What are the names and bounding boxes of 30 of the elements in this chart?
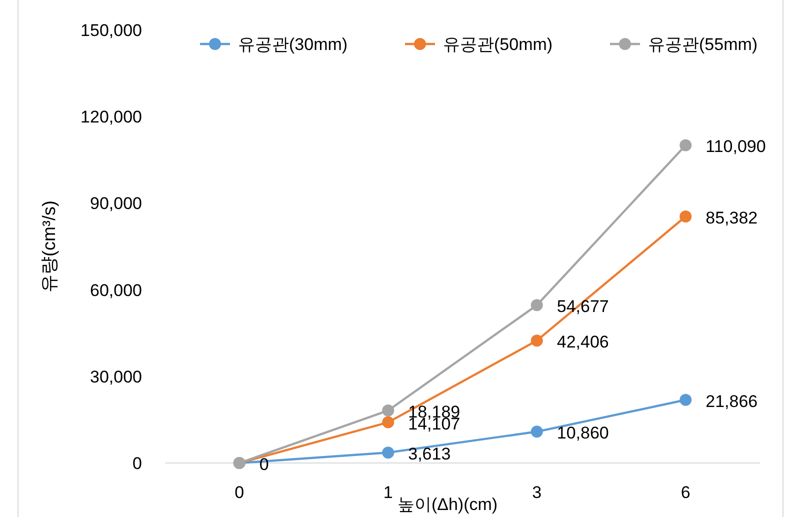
- x-tick-label: 3: [532, 483, 542, 502]
- x-tick-label: 6: [680, 483, 690, 502]
- y-tick-label: 60,000: [90, 280, 142, 300]
- point: [680, 210, 692, 223]
- point: [382, 404, 394, 416]
- point: [382, 446, 394, 459]
- legend-label: 유공관(30mm): [238, 34, 348, 54]
- data-label: 3,613: [408, 444, 451, 464]
- point: [680, 394, 692, 406]
- y-tick-label: 0: [132, 454, 142, 473]
- legend-label: 유공관(50mm): [443, 34, 553, 54]
- data-label: 21,866: [706, 392, 758, 411]
- data-label: 110,090: [706, 137, 766, 156]
- y-tick-label: 150,000: [80, 20, 142, 40]
- x-tick-label: 0: [234, 483, 244, 502]
- y-tick-label: 120,000: [80, 108, 142, 127]
- point: [382, 416, 394, 428]
- y-tick-label: 90,000: [90, 194, 142, 214]
- point: [530, 334, 543, 347]
- point: [530, 299, 543, 312]
- y-axis-title: 유량(cm³/s): [39, 200, 59, 292]
- legend-label: 유공관(55mm): [648, 34, 758, 54]
- data-label: 42,406: [556, 332, 609, 352]
- point: [530, 426, 543, 438]
- point: [680, 139, 692, 152]
- data-label: 10,860: [556, 424, 609, 443]
- x-tick-label: 1: [383, 483, 393, 502]
- x-axis-title: 높이(Δh)(cm): [397, 495, 498, 514]
- y-tick-label: 30,000: [90, 367, 142, 386]
- data-label: 85,382: [706, 208, 758, 228]
